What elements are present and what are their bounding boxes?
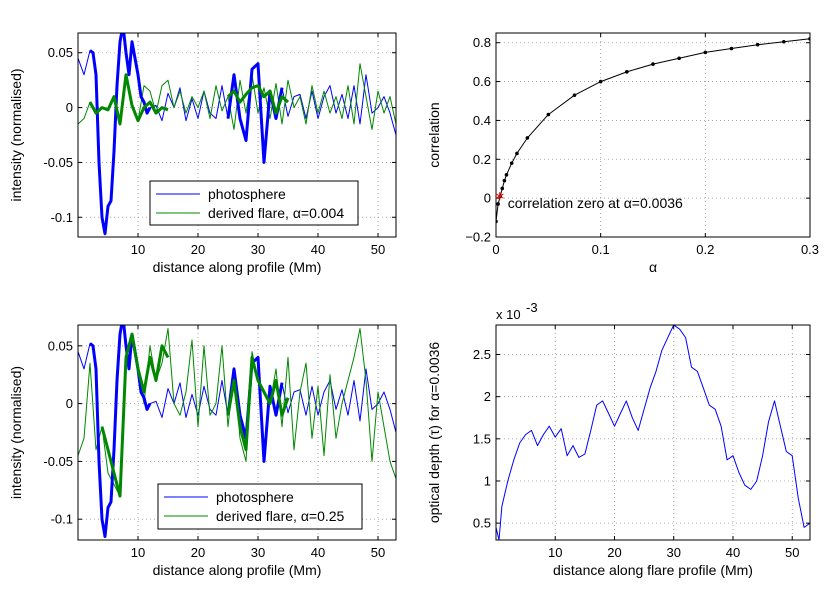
x-axis-label: distance along profile (Mm) — [153, 259, 322, 275]
legend: photosphere derived flare, α=0.25 — [157, 483, 363, 530]
data-point-11 — [598, 79, 603, 84]
data-point-15 — [703, 50, 708, 55]
data-point-5 — [504, 173, 509, 177]
y-tick-label-0: 0.05 — [48, 45, 73, 60]
axes-frame — [77, 32, 397, 238]
data-point-4 — [502, 178, 507, 183]
series-line-3 — [100, 332, 170, 498]
y-tick-label-3: 0.4 — [473, 113, 491, 128]
legend-label-1: derived flare, α=0.25 — [216, 508, 345, 524]
y-axis-label: correlation — [426, 102, 442, 167]
x-tick-label-3: 40 — [311, 242, 325, 257]
zero-annotation: correlation zero at α=0.0036 — [508, 195, 683, 211]
series-group — [78, 325, 396, 538]
x-tick-label-4: 50 — [371, 545, 385, 560]
data-point-6 — [509, 161, 514, 165]
data-point-17 — [755, 42, 760, 47]
data-point-14 — [677, 56, 681, 61]
data-point-8 — [525, 136, 530, 140]
y-tick-label-0: 0.05 — [48, 338, 73, 353]
y-tick-label-1: 0 — [66, 396, 73, 411]
y-tick-label-2: -0.05 — [43, 155, 73, 170]
y-tick-label-1: 0 — [484, 191, 491, 206]
series-group — [78, 33, 396, 236]
data-point-3 — [500, 186, 505, 191]
y-multiplier: x 10 — [496, 307, 521, 322]
x-tick-label-1: 20 — [191, 242, 205, 257]
series-line-5 — [226, 355, 290, 452]
y-tick-label-5: 0.8 — [473, 35, 491, 50]
data-point-9 — [546, 112, 551, 117]
series-line-2 — [89, 33, 152, 236]
x-tick-label-0: 0 — [492, 242, 499, 257]
y-tick-label-4: 0.6 — [473, 74, 491, 89]
legend: photosphere derived flare, α=0.004 — [149, 180, 359, 226]
legend-label-0: photosphere — [216, 489, 294, 505]
x-tick-label-2: 30 — [667, 545, 681, 560]
y-axis-label: intensity (normalised) — [8, 366, 24, 499]
chart-bottom-right: 10 20 30 40 50 0.5 1 1.5 2 2.5 distance along flar… — [426, 300, 811, 578]
y-tick-label-1: 0 — [66, 100, 73, 115]
series-group — [496, 325, 810, 540]
y-tick-label-3: -0.1 — [51, 512, 73, 527]
y-tick-label-3: -0.1 — [51, 210, 73, 225]
x-tick-label-2: 0.2 — [696, 242, 714, 257]
x-tick-label-4: 50 — [785, 545, 799, 560]
data-point-1 — [496, 202, 500, 206]
x-tick-label-2: 30 — [251, 242, 265, 257]
axes-frame — [77, 324, 397, 541]
x-tick-label-0: 10 — [131, 242, 145, 257]
y-axis-label: intensity (normalised) — [8, 68, 24, 201]
series-line-0 — [496, 38, 810, 222]
x-tick-label-1: 0.1 — [592, 242, 610, 257]
y-tick-label-2: -0.05 — [43, 454, 73, 469]
series-line-5 — [226, 84, 290, 115]
chart-bottom-left: 10 20 30 40 50 0.05 0 -0.05 -0.1 distance along p… — [8, 324, 397, 578]
y-tick-label-2: 1.5 — [473, 431, 491, 446]
x-tick-label-2: 30 — [251, 545, 265, 560]
x-tick-label-0: 10 — [548, 545, 562, 560]
x-axis-label: α — [649, 259, 657, 275]
x-axis-label: distance along flare profile (Mm) — [553, 562, 753, 578]
x-tick-label-3: 40 — [311, 545, 325, 560]
legend-label-1: derived flare, α=0.004 — [208, 205, 344, 221]
chart-top-left: 10 20 30 40 50 0.05 0 -0.05 -0.1 distance along p… — [8, 32, 397, 275]
legend-box — [157, 483, 363, 530]
data-point-7 — [515, 151, 519, 156]
data-point-18 — [782, 39, 786, 44]
y-tick-label-3: 2 — [484, 389, 491, 404]
x-tick-label-3: 0.3 — [801, 242, 819, 257]
y-tick-label-0: 0.5 — [473, 516, 491, 531]
x-tick-label-1: 20 — [607, 545, 621, 560]
y-axis-label: optical depth (τ) for α=0.0036 — [426, 342, 442, 524]
x-tick-label-0: 10 — [131, 545, 145, 560]
y-multiplier-exponent: -3 — [526, 300, 538, 315]
data-point-2 — [498, 194, 502, 198]
x-tick-label-3: 40 — [726, 545, 740, 560]
y-tick-label-4: 2.5 — [473, 347, 491, 362]
data-point-10 — [572, 93, 577, 97]
axes-frame — [495, 32, 811, 238]
y-tick-label-0: −0.2 — [465, 230, 491, 245]
series-line-0 — [496, 325, 810, 540]
data-point-16 — [729, 46, 734, 51]
data-point-12 — [625, 70, 629, 74]
legend-box — [149, 180, 359, 226]
series-line-3 — [88, 73, 169, 126]
data-point-13 — [651, 62, 655, 66]
axes-frame — [495, 324, 811, 541]
zero-marker: * — [495, 189, 504, 210]
y-tick-label-1: 1 — [484, 473, 491, 488]
y-tick-label-2: 0.2 — [473, 152, 491, 167]
series-line-2 — [89, 325, 152, 538]
x-axis-label: distance along profile (Mm) — [153, 562, 322, 578]
legend-label-0: photosphere — [208, 186, 286, 202]
chart-top-right: 0 0.1 0.2 0.3−0.200.20.40.60.8αcorrelation*… — [426, 32, 819, 275]
x-tick-label-4: 50 — [371, 242, 385, 257]
x-tick-label-1: 20 — [191, 545, 205, 560]
series-group — [496, 37, 810, 224]
